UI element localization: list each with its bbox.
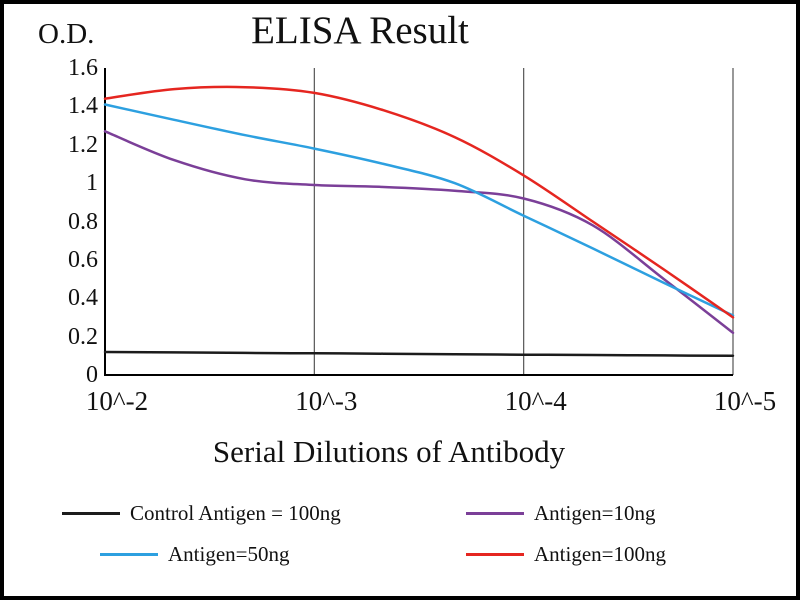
series-line	[103, 103, 735, 317]
legend-item: Antigen=10ng	[426, 501, 782, 526]
x-tick-label: 10^-3	[295, 386, 358, 416]
y-axis-tick-labels: 0 0.2 0.4 0.6 0.8 1 1.2 1.4 1.6	[34, 4, 98, 596]
y-tick-label: 1.4	[68, 93, 98, 120]
y-tick-label: 1.2	[68, 131, 98, 158]
legend-label: Control Antigen = 100ng	[130, 501, 341, 525]
legend-item: Control Antigen = 100ng	[62, 501, 418, 526]
legend-line-swatch	[466, 512, 524, 515]
x-axis-tick-labels: 10^-2 10^-3 10^-4 10^-5	[4, 4, 796, 596]
legend-label: Antigen=100ng	[534, 542, 666, 566]
axes	[104, 68, 733, 376]
legend-item: Antigen=50ng	[100, 542, 418, 567]
legend-line-swatch	[466, 553, 524, 556]
series-line	[103, 85, 735, 319]
gridlines	[313, 68, 734, 375]
y-tick-label: 0.6	[68, 246, 98, 273]
x-tick-label: 10^-4	[504, 386, 567, 416]
chart-title: ELISA Result	[251, 9, 469, 52]
y-tick-label: 1	[86, 170, 98, 197]
y-tick-label: 1.6	[68, 55, 98, 81]
y-tick-label: 0.4	[68, 285, 98, 312]
legend-line-swatch	[100, 553, 158, 556]
y-tick-label: 0.8	[68, 208, 98, 235]
y-tick-label: 0.2	[68, 323, 98, 350]
y-tick-label: 0	[86, 362, 98, 388]
legend-label: Antigen=10ng	[534, 501, 656, 525]
legend-item: Antigen=100ng	[426, 542, 782, 567]
plot-area	[103, 68, 735, 376]
x-tick-label: 10^-2	[85, 386, 149, 416]
x-tick-label: 10^-5	[713, 386, 777, 416]
legend: Control Antigen = 100ng Antigen=10ng Antig…	[62, 501, 782, 567]
legend-label: Antigen=50ng	[168, 542, 290, 566]
legend-line-swatch	[62, 512, 120, 515]
data-series	[103, 85, 735, 358]
series-line	[103, 130, 735, 335]
series-line	[103, 350, 735, 358]
x-axis-title: Serial Dilutions of Antibody	[212, 434, 566, 469]
y-axis-unit-label: O.D.	[38, 18, 95, 50]
